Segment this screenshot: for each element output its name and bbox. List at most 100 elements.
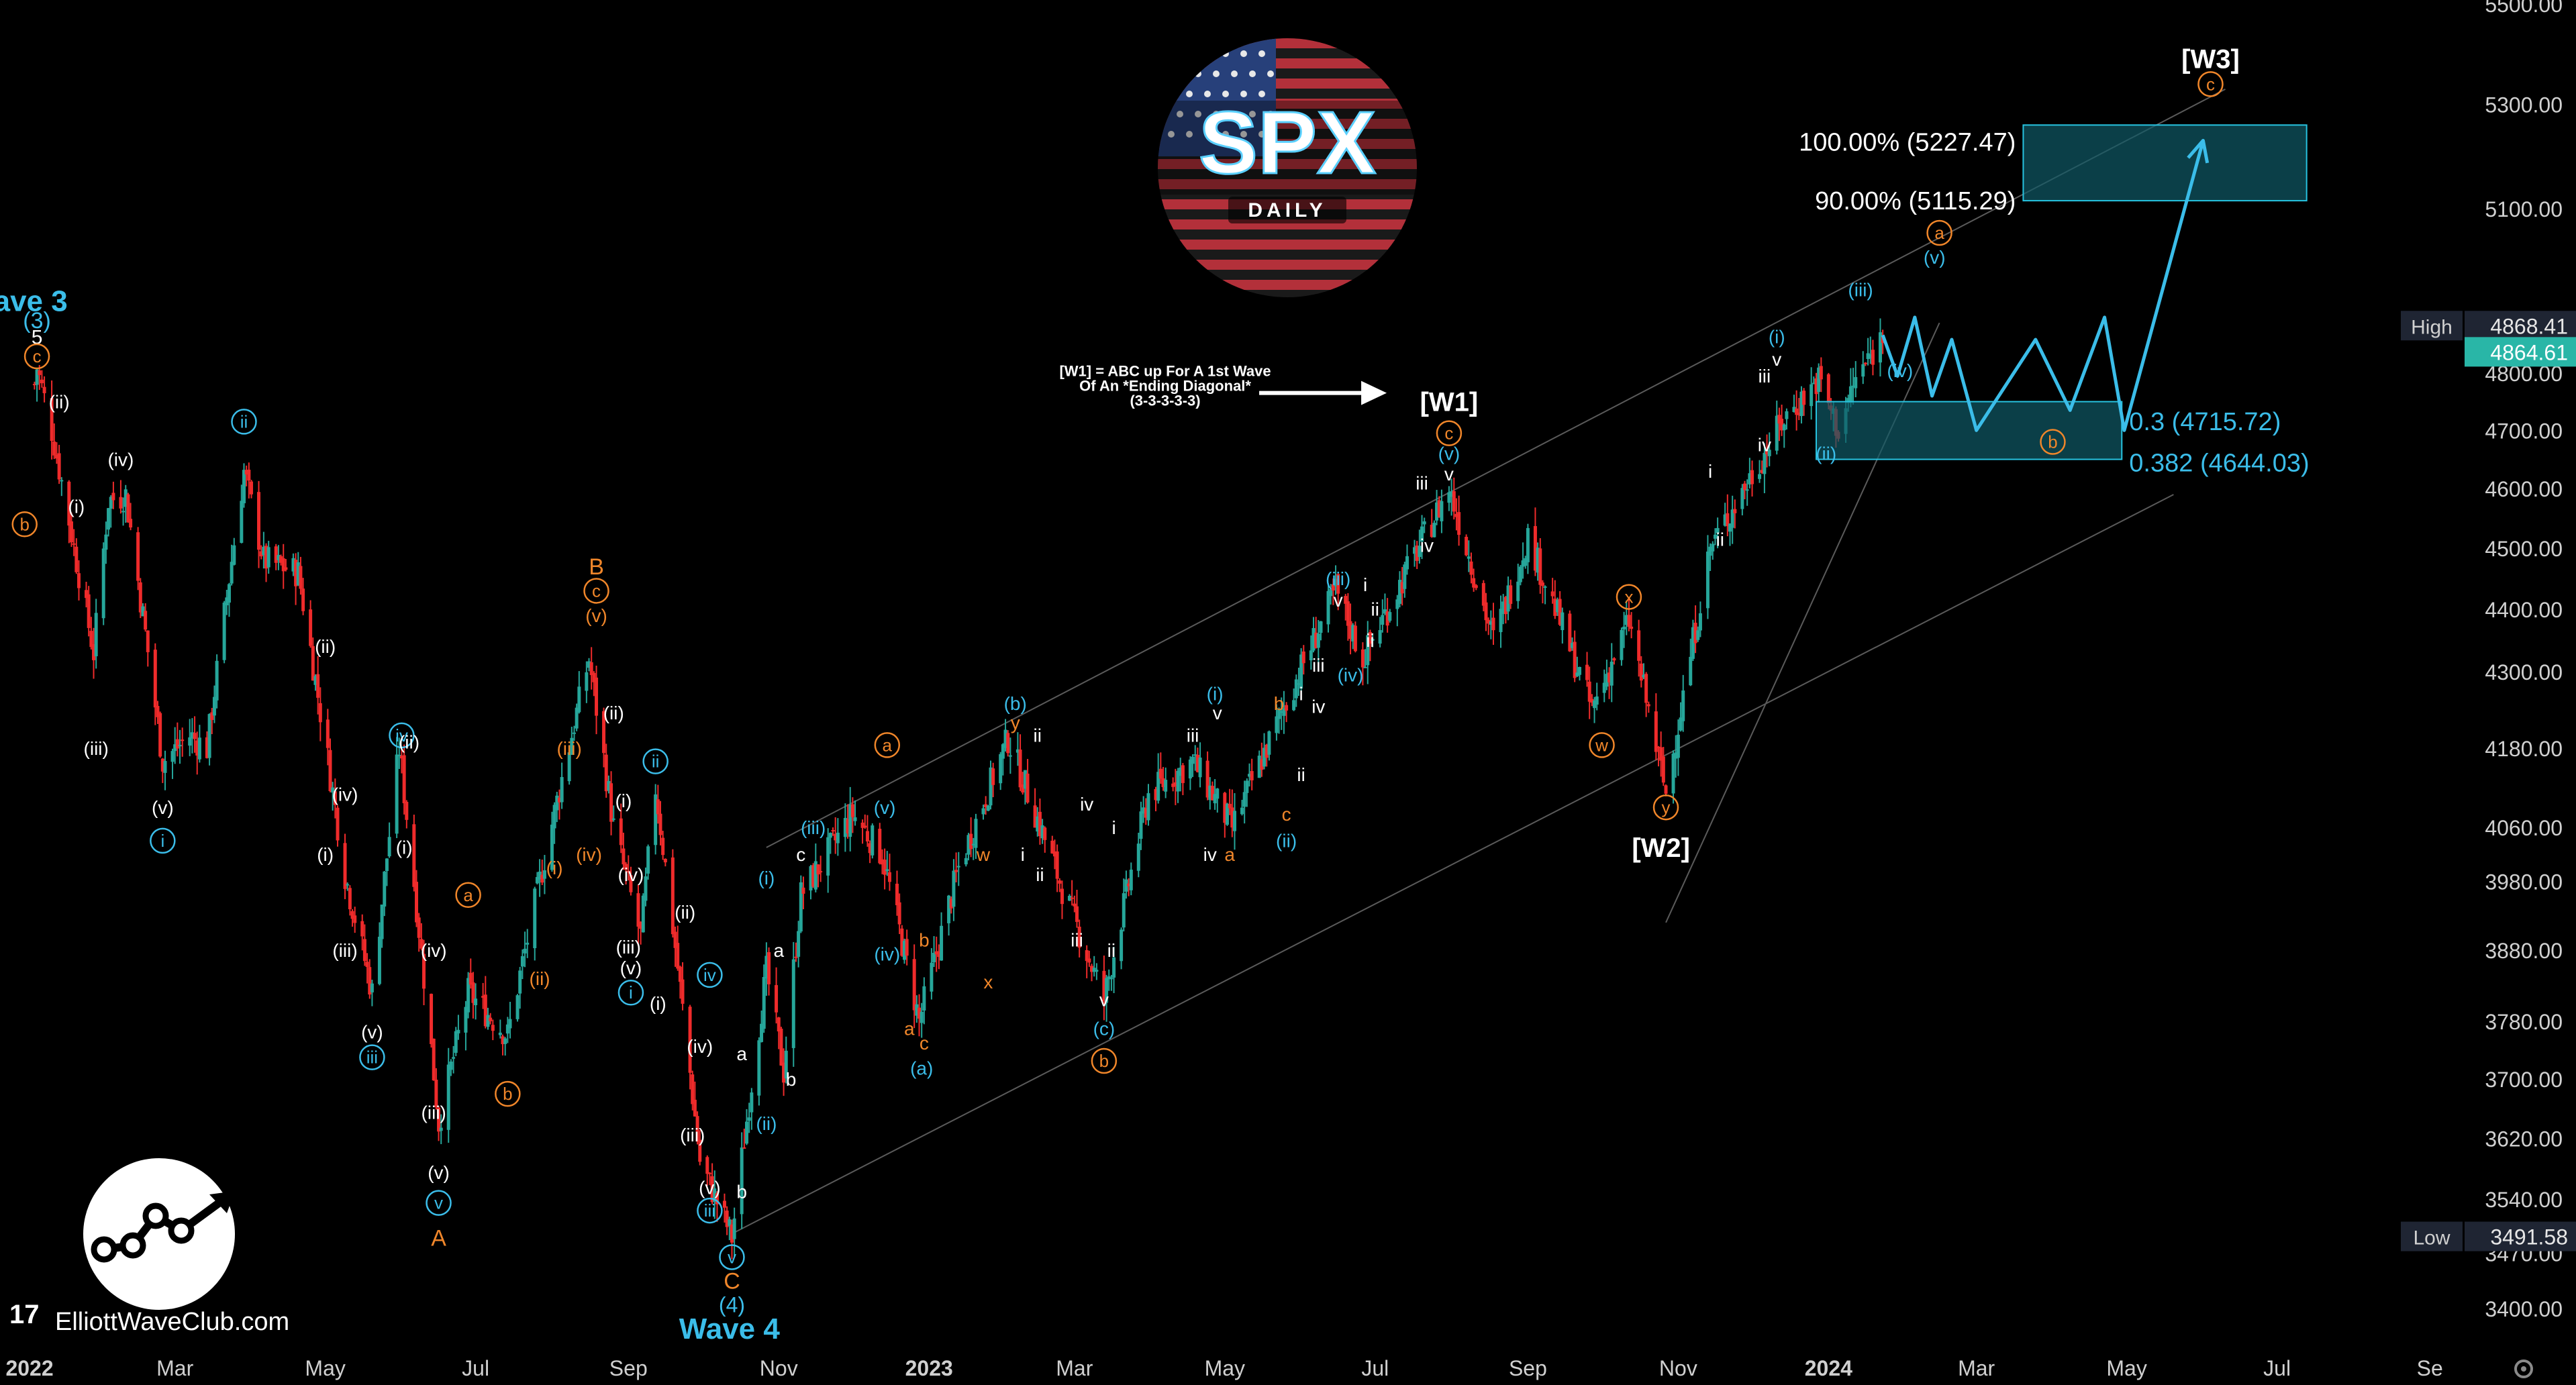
candle-body: [1765, 450, 1769, 454]
candle-body: [843, 817, 847, 837]
candle-body: [274, 546, 278, 563]
candle-body: [934, 951, 938, 955]
candle-body: [1555, 600, 1559, 613]
candle-body: [439, 1127, 443, 1131]
logo-star: [1222, 131, 1229, 138]
wave-label: ii: [1034, 725, 1042, 746]
candle-body: [1112, 957, 1116, 978]
y-tick-label: 4600.00: [2485, 477, 2563, 501]
candle-body: [801, 887, 805, 894]
wave-label: iii: [1758, 366, 1771, 387]
candle-body: [279, 556, 283, 563]
brand: 17 ElliottWaveClub.com: [9, 1158, 289, 1336]
candle-body: [1395, 599, 1399, 609]
candle-body: [1639, 663, 1643, 681]
candle-body: [587, 661, 591, 668]
candle-body: [826, 837, 830, 876]
candle-body: [797, 931, 801, 957]
candle-body: [1156, 772, 1160, 801]
candle-body: [1073, 903, 1077, 907]
candle-body: [535, 876, 539, 884]
wave-label: c: [1282, 804, 1291, 825]
candle-body: [336, 807, 340, 841]
candle-body: [1001, 744, 1005, 759]
candle-body: [1538, 548, 1542, 585]
y-tick-label: 3780.00: [2485, 1010, 2563, 1034]
candle-body: [54, 454, 58, 459]
wave-label: [W3]: [2181, 45, 2240, 74]
candle-body: [967, 835, 971, 855]
candle-body: [930, 962, 934, 992]
candle-body: [434, 1079, 438, 1108]
gear-icon[interactable]: [2514, 1360, 2533, 1378]
candle-body: [1664, 785, 1668, 794]
wave-label-circle: [389, 722, 415, 749]
candle-body: [540, 874, 544, 883]
candle-body: [92, 644, 96, 660]
wave-label: (iii): [1326, 568, 1350, 589]
candle-body: [602, 711, 606, 754]
candle-body: [932, 953, 936, 962]
candle-body: [1622, 626, 1626, 630]
candle-body: [215, 660, 219, 701]
logo-star: [1258, 91, 1265, 97]
wave-label: b: [919, 929, 930, 950]
projection-path: [1881, 138, 2210, 432]
wave-label: (ii): [1276, 831, 1297, 852]
candle-body: [1230, 807, 1234, 828]
candle-body: [1092, 968, 1096, 972]
candle-body: [1878, 332, 1882, 363]
logo-star: [1249, 111, 1256, 117]
candle-body: [446, 1064, 450, 1130]
candle-body: [828, 833, 832, 838]
candle-body: [1173, 782, 1177, 786]
candle-body: [244, 470, 248, 475]
candle-body: [1179, 767, 1183, 776]
logo-stripe: [1158, 219, 1417, 229]
candle-body: [474, 998, 478, 1005]
candle-body: [1142, 807, 1146, 814]
candle-body: [144, 611, 148, 630]
candle-body: [464, 1007, 468, 1033]
candle-body: [1452, 491, 1456, 512]
candle-body: [360, 921, 364, 937]
candle-body: [266, 547, 270, 568]
logo-star: [1204, 131, 1211, 138]
candle-body: [533, 888, 537, 949]
wave-label: b: [19, 514, 29, 534]
candle-body: [230, 562, 234, 584]
candle-body: [1612, 658, 1616, 661]
note-line: Of An *Ending Diagonal*: [1079, 378, 1251, 395]
wave-label: iv: [1311, 697, 1325, 717]
fib-level-label: 0.3 (4715.72): [2129, 408, 2281, 436]
wave-label: v: [1213, 703, 1222, 723]
candle-body: [819, 871, 823, 873]
candle-body: [1213, 794, 1217, 804]
wave-label: (ii): [49, 391, 70, 412]
candle-body: [1018, 750, 1022, 788]
wave-label: (iii): [556, 738, 581, 759]
brand-text: ElliottWaveClub.com: [55, 1308, 289, 1336]
candle-body: [60, 480, 64, 482]
candle-body: [1848, 386, 1852, 403]
candle-body: [1506, 585, 1510, 612]
candle-body: [722, 1200, 726, 1208]
candle-body: [52, 441, 56, 456]
candle-body: [1164, 780, 1168, 792]
candle-body: [32, 384, 36, 386]
wave-label: [W2]: [1632, 833, 1690, 863]
candle-body: [538, 871, 542, 880]
candle-body: [402, 755, 406, 804]
candle-body: [1397, 580, 1401, 604]
candle-body: [1371, 638, 1375, 642]
candle-body: [1590, 699, 1594, 703]
wave-label: c: [796, 844, 805, 865]
logo-star: [1240, 131, 1247, 138]
logo-star: [1213, 111, 1220, 117]
wave-label-circle: [150, 827, 176, 854]
candle-body: [1553, 599, 1557, 616]
candle-body: [1758, 474, 1762, 479]
logo-main-text: SPX: [1199, 93, 1376, 192]
